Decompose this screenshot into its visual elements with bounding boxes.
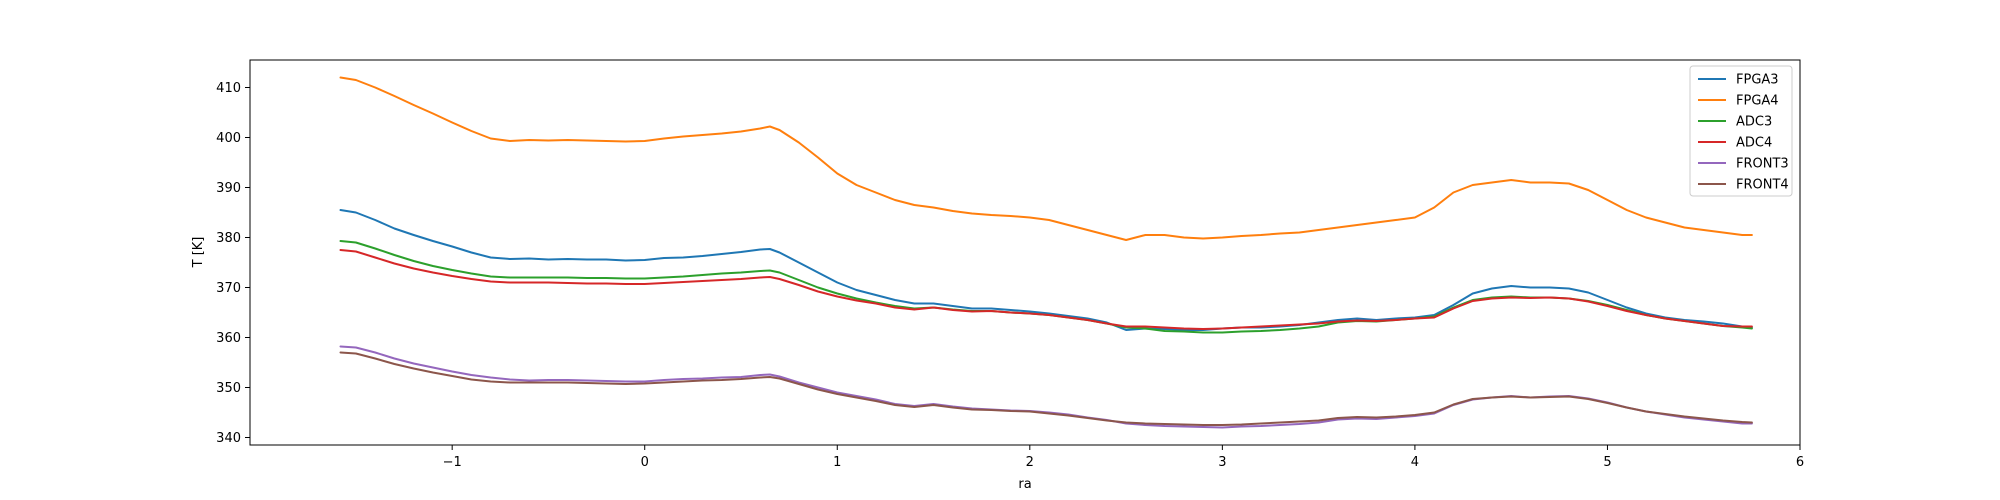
legend-label: FPGA3: [1736, 73, 1779, 88]
legend-label: FPGA4: [1736, 94, 1779, 109]
legend: FPGA3 FPGA4 ADC3 ADC4 FRONT3 FRONT4: [1689, 65, 1793, 197]
plot-area: [249, 59, 1801, 446]
y-tick-label: 390: [216, 181, 241, 196]
y-tick-label: 350: [216, 381, 241, 396]
x-tick-label: 6: [1796, 455, 1804, 470]
legend-label: FRONT4: [1736, 178, 1789, 193]
y-tick-label: 400: [216, 131, 241, 146]
series-line-adc4: [339, 249, 1753, 330]
x-tick-label: 5: [1603, 455, 1611, 470]
y-axis-ticks: 340 350 360 370 380 390 400 410: [216, 81, 250, 446]
x-axis-label: ra: [1018, 477, 1031, 492]
axes-background: [250, 60, 1800, 445]
series-line-fpga3: [339, 209, 1753, 331]
series-line-fpga4: [339, 76, 1753, 241]
legend-label: ADC4: [1736, 136, 1772, 151]
legend-label: ADC3: [1736, 115, 1772, 130]
y-tick-label: 360: [216, 331, 241, 346]
x-tick-label: 0: [641, 455, 649, 470]
y-tick-label: 410: [216, 81, 241, 96]
x-tick-label: 4: [1411, 455, 1419, 470]
y-tick-label: 340: [216, 431, 241, 446]
y-tick-label: 380: [216, 231, 241, 246]
legend-label: FRONT3: [1736, 157, 1789, 172]
y-tick-label: 370: [216, 281, 241, 296]
x-tick-label: 2: [1026, 455, 1034, 470]
x-tick-label: 3: [1218, 455, 1226, 470]
y-axis-label: T [K]: [191, 237, 206, 269]
axes-frame: [249, 59, 1801, 446]
x-tick-label: −1: [443, 455, 462, 470]
x-tick-label: 1: [833, 455, 841, 470]
series-layer: [339, 76, 1753, 429]
series-line-front4: [339, 351, 1753, 426]
x-axis-ticks: −1 0 1 2 3 4 5 6: [443, 445, 1804, 470]
